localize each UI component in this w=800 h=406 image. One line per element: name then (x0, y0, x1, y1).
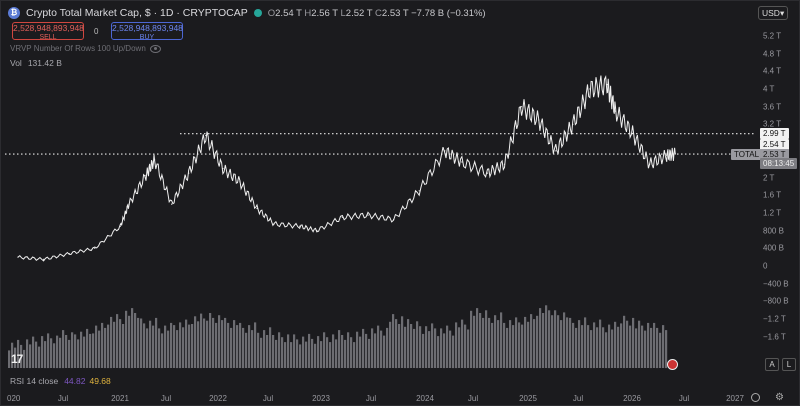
y-tick-label: 2 T (763, 173, 775, 182)
rsi-legend[interactable]: RSI 14 close 44.82 49.68 (10, 376, 111, 386)
ohlc-values: O2.54 T H2.56 T L2.52 T C2.53 T −7.78 B … (268, 8, 486, 19)
y-tick-label: 3.2 T (763, 119, 782, 129)
y-tick-label: 3.6 T (763, 102, 782, 112)
y-tick-label: 4.4 T (763, 66, 782, 76)
x-tick-label: 2027 (726, 394, 744, 403)
x-tick-label: Jul (467, 394, 479, 403)
sell-button[interactable]: 2,528,948,893,948 SELL (12, 22, 84, 41)
y-tick-label: −800 B (763, 296, 789, 306)
clock-icon[interactable] (751, 393, 760, 402)
x-tick-label: 2021 (111, 394, 129, 403)
volume-label: Vol (10, 58, 22, 68)
y-tick-label: 1.6 T (763, 190, 782, 200)
currency-select[interactable]: USD ▾ (758, 6, 788, 20)
buy-button[interactable]: 2,528,948,893,948 BUY (111, 22, 183, 41)
x-tick-label: Jul (160, 394, 172, 403)
y-tick-label: 0 (763, 261, 768, 271)
x-tick-label: 2026 (623, 394, 641, 403)
x-tick-label: 020 (7, 394, 21, 403)
y-tick-label: −1.2 T (763, 314, 786, 324)
spread-value: 0 (94, 27, 99, 36)
symbol-header: ₿ Crypto Total Market Cap, $ · 1D · CRYP… (8, 5, 486, 21)
ohlc-high-label: H (304, 7, 312, 19)
y-tick-label: 1.2 T (763, 208, 782, 218)
x-tick-label: 2025 (519, 394, 537, 403)
x-tick-label: 2023 (312, 394, 330, 403)
vrvp-indicator[interactable]: VRVP Number Of Rows 100 Up/Down (10, 44, 161, 53)
coin-logo-icon: ₿ (8, 7, 20, 19)
sell-label: SELL (39, 33, 57, 41)
volume-value: 131.42 B (27, 58, 62, 68)
eye-icon[interactable] (149, 44, 161, 53)
currency-value: USD (762, 8, 780, 18)
ohlc-close-label: C (375, 7, 382, 19)
buy-label: BUY (139, 33, 155, 41)
y-tick-label: 4.8 T (763, 49, 782, 59)
symbol-title[interactable]: Crypto Total Market Cap, $ · 1D · CRYPTO… (26, 7, 248, 19)
y-tick-label: 400 B (763, 243, 784, 253)
ohlc-low-label: L (340, 7, 346, 19)
gear-icon[interactable]: ⚙ (775, 392, 784, 403)
tradingview-logo-icon[interactable]: 17 (11, 352, 23, 366)
x-tick-label: Jul (365, 394, 377, 403)
ohlc-open: 2.54 T (275, 7, 302, 19)
ohlc-high: 2.56 T (311, 7, 338, 19)
ohlc-change: −7.78 B (−0.31%) (411, 7, 486, 19)
rsi-label: RSI 14 close (10, 376, 59, 386)
open-price-tag: 2.54 T (760, 139, 789, 150)
y-tick-label: −1.6 T (763, 332, 786, 342)
ohlc-close: 2.53 T (381, 7, 409, 19)
y-tick-label: −400 B (763, 279, 789, 289)
x-tick-label: Jul (57, 394, 69, 403)
log-scale-button[interactable]: L (782, 358, 796, 371)
y-tick-label: 800 B (763, 226, 784, 236)
y-tick-label: 5.2 T (763, 31, 782, 41)
market-status-icon (253, 9, 262, 17)
x-tick-label: 2024 (416, 394, 434, 403)
x-tick-label: Jul (262, 394, 274, 403)
ohlc-open-label: O (267, 7, 276, 19)
x-tick-label: Jul (572, 394, 584, 403)
sell-price: 2,528,948,893,948 (13, 23, 84, 33)
event-flag-icon[interactable] (667, 359, 678, 370)
buy-price: 2,528,948,893,948 (112, 23, 183, 33)
last-price-tag: 2.53 T (760, 149, 789, 160)
chevron-down-icon: ▾ (779, 7, 785, 18)
auto-scale-button[interactable]: A (765, 358, 779, 371)
y-tick-label: 4 T (763, 84, 775, 94)
x-tick-label: Jul (678, 394, 690, 403)
symbol-tag: TOTAL (731, 149, 763, 160)
volume-legend[interactable]: Vol 131.42 B (10, 58, 68, 68)
rsi-ma-value: 49.68 (89, 376, 111, 386)
rsi-value: 44.82 (64, 376, 86, 386)
x-tick-label: 2022 (209, 394, 227, 403)
bar-countdown: 08:13:45 (760, 158, 798, 169)
ohlc-low: 2.52 T (345, 7, 373, 19)
vrvp-label: VRVP Number Of Rows 100 Up/Down (10, 44, 146, 53)
level-price-tag: 2.99 T (760, 128, 789, 139)
